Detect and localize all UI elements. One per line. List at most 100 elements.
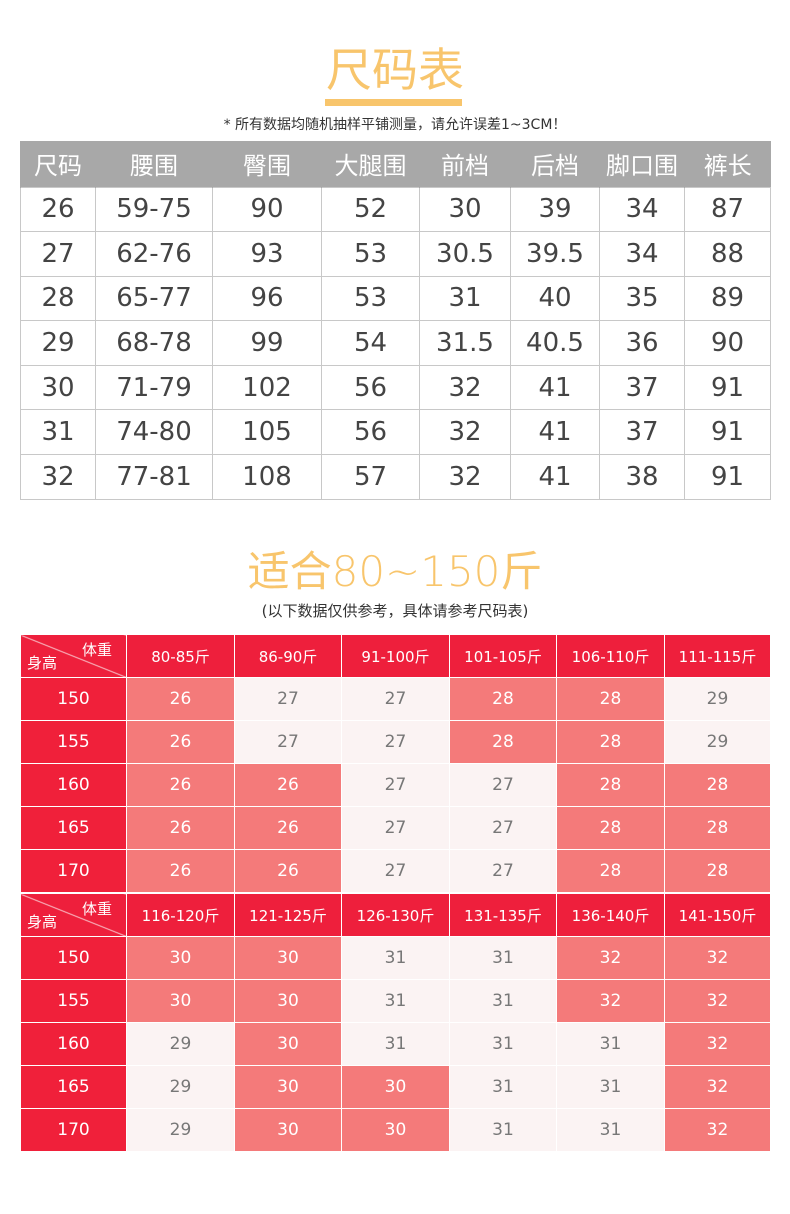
weight-range: 101-105斤 [449, 634, 557, 678]
weight-range: 106-110斤 [556, 634, 665, 678]
size-cell: 31 [449, 1022, 557, 1066]
table-row: 170 29 30 30 31 31 32 [20, 1108, 771, 1152]
table-cell: 96 [212, 275, 322, 322]
size-cell: 26 [126, 763, 235, 807]
size-cell: 28 [556, 763, 665, 807]
table-cell: 65-77 [95, 275, 213, 322]
column-header: 大腿围 [321, 141, 420, 187]
table-cell: 32 [419, 454, 511, 500]
size-cell: 30 [126, 979, 235, 1023]
table-cell: 34 [599, 186, 685, 233]
size-cell: 27 [449, 806, 557, 850]
size-cell: 31 [449, 1108, 557, 1152]
size-cell: 31 [556, 1065, 665, 1109]
size-cell: 31 [556, 1108, 665, 1152]
size-cell: 27 [234, 677, 342, 721]
table-cell: 38 [599, 454, 685, 500]
size-cell: 29 [126, 1022, 235, 1066]
size-cell: 31 [556, 1022, 665, 1066]
fit-title: 适合80~150斤 [247, 547, 543, 596]
size-cell: 29 [664, 677, 771, 721]
weight-header-row: 体重 身高 80-85斤 86-90斤 91-100斤 101-105斤 106-110斤 1… [20, 634, 771, 678]
size-cell: 32 [556, 936, 665, 980]
table-cell: 39.5 [510, 231, 600, 277]
table-cell: 30 [419, 186, 511, 233]
size-cell: 26 [126, 806, 235, 850]
size-cell: 26 [234, 763, 342, 807]
table-cell: 39 [510, 186, 600, 233]
table-cell: 37 [599, 409, 685, 456]
fit-note: (以下数据仅供参考，具体请参考尺码表) [261, 602, 529, 620]
size-cell: 28 [664, 763, 771, 807]
table-cell: 27 [20, 231, 96, 277]
table-row: 160 29 30 31 31 31 32 [20, 1022, 771, 1066]
column-header: 脚口围 [599, 141, 685, 187]
table-row: 26 59-75 90 52 30 39 34 87 [20, 186, 771, 233]
table-row: 28 65-77 96 53 31 40 35 89 [20, 275, 771, 322]
size-cell: 29 [664, 720, 771, 764]
size-cell: 31 [449, 979, 557, 1023]
size-cell: 31 [341, 979, 450, 1023]
table-row: 160 26 26 27 27 28 28 [20, 763, 771, 807]
size-cell: 30 [126, 936, 235, 980]
table-cell: 30.5 [419, 231, 511, 277]
table-cell: 102 [212, 364, 322, 411]
weight-range: 111-115斤 [664, 634, 771, 678]
height-value: 170 [20, 849, 127, 893]
size-cell: 26 [126, 720, 235, 764]
height-value: 160 [20, 763, 127, 807]
height-value: 165 [20, 806, 127, 850]
size-cell: 27 [341, 720, 450, 764]
size-cell: 31 [341, 1022, 450, 1066]
table-cell: 68-78 [95, 320, 213, 366]
height-value: 155 [20, 979, 127, 1023]
size-cell: 29 [126, 1108, 235, 1152]
size-cell: 27 [341, 763, 450, 807]
table-cell: 30 [20, 364, 96, 411]
table-cell: 52 [321, 186, 420, 233]
size-cell: 29 [126, 1065, 235, 1109]
size-cell: 27 [341, 806, 450, 850]
size-cell: 30 [234, 936, 342, 980]
table-cell: 57 [321, 454, 420, 500]
table-cell: 91 [684, 409, 771, 456]
table-cell: 88 [684, 231, 771, 277]
table-cell: 93 [212, 231, 322, 277]
height-value: 170 [20, 1108, 127, 1152]
height-value: 160 [20, 1022, 127, 1066]
size-cell: 27 [234, 720, 342, 764]
size-cell: 30 [341, 1065, 450, 1109]
weight-range: 136-140斤 [556, 893, 665, 937]
weight-range: 141-150斤 [664, 893, 771, 937]
size-cell: 32 [664, 936, 771, 980]
table-cell: 41 [510, 454, 600, 500]
weight-range: 86-90斤 [234, 634, 342, 678]
table-cell: 32 [419, 364, 511, 411]
table-row: 31 74-80 105 56 32 41 37 91 [20, 409, 771, 456]
size-cell: 32 [664, 1108, 771, 1152]
weight-range: 126-130斤 [341, 893, 450, 937]
table-cell: 37 [599, 364, 685, 411]
table-cell: 56 [321, 409, 420, 456]
size-table: 尺码 腰围 臀围 大腿围 前档 后档 脚口围 裤长 26 59-75 90 52 30 39 34 87 27 6… [20, 141, 771, 500]
table-row: 155 30 30 31 31 32 32 [20, 979, 771, 1023]
table-cell: 31 [20, 409, 96, 456]
table-cell: 87 [684, 186, 771, 233]
table-cell: 91 [684, 364, 771, 411]
weight-label: 体重 [81, 641, 112, 659]
table-cell: 31.5 [419, 320, 511, 366]
table-cell: 26 [20, 186, 96, 233]
corner-header: 体重 身高 [20, 893, 127, 937]
column-header: 臀围 [212, 141, 322, 187]
size-cell: 28 [449, 677, 557, 721]
size-cell: 28 [556, 720, 665, 764]
table-cell: 32 [419, 409, 511, 456]
table-cell: 91 [684, 454, 771, 500]
size-cell: 26 [234, 849, 342, 893]
table-cell: 53 [321, 231, 420, 277]
height-label: 身高 [27, 913, 58, 931]
size-cell: 30 [234, 1065, 342, 1109]
size-cell: 28 [664, 849, 771, 893]
size-chart-note: * 所有数据均随机抽样平铺测量，请允许误差1~3CM！ [223, 117, 567, 133]
table-row: 27 62-76 93 53 30.5 39.5 34 88 [20, 231, 771, 277]
